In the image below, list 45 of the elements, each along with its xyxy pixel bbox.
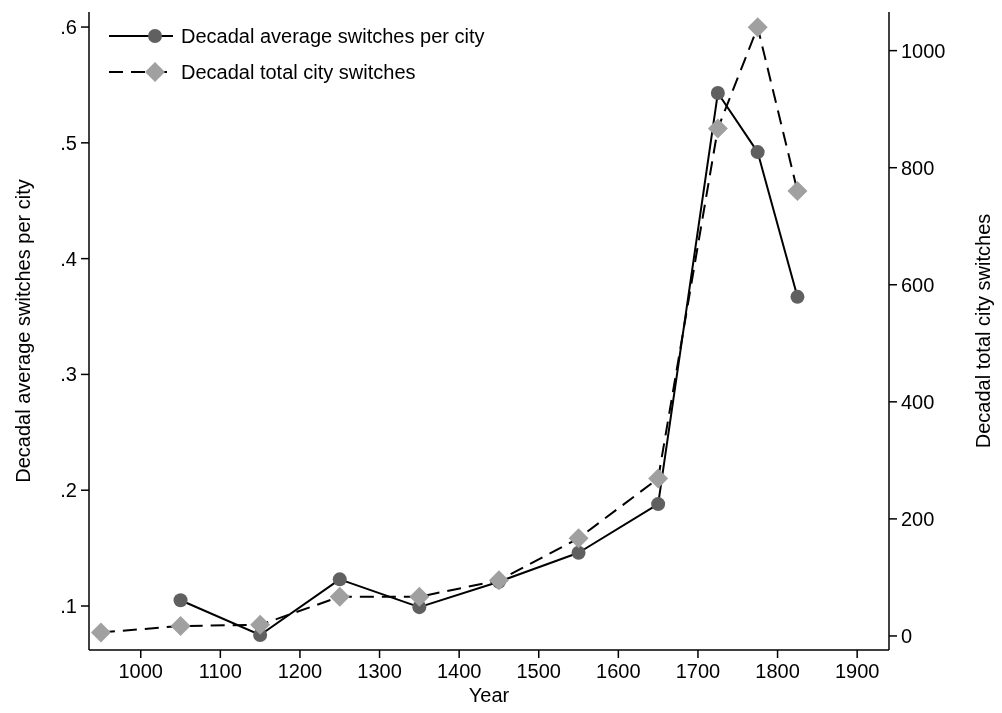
y-tick-label: .6: [60, 16, 77, 39]
point: [790, 289, 805, 304]
point: [747, 17, 768, 38]
x-tick-label: 1800: [755, 660, 800, 682]
point: [571, 545, 586, 560]
y2-tick-label: 800: [901, 156, 935, 179]
y-tick-label: .4: [60, 247, 77, 270]
x-tick-label: 1600: [596, 660, 641, 682]
y-tick-label: .1: [60, 595, 77, 617]
point: [173, 593, 188, 608]
legend-label: Decadal total city switches: [181, 61, 416, 83]
point: [90, 622, 111, 643]
x-axis-title: Year: [468, 684, 510, 706]
y-tick-label: .3: [60, 363, 77, 386]
point: [750, 145, 765, 160]
point: [707, 118, 728, 139]
point: [488, 570, 509, 591]
x-tick-label: 1400: [436, 660, 482, 682]
x-tick-label: 1100: [198, 660, 242, 682]
point: [409, 586, 430, 607]
x-tick-label: 1300: [357, 660, 402, 682]
point: [787, 181, 808, 202]
x-tick-label: 1200: [277, 660, 323, 682]
point: [710, 86, 725, 101]
y-axis-title: Decadal average switches per city: [12, 179, 34, 483]
x-tick-label: 1000: [118, 660, 163, 682]
point: [332, 572, 347, 587]
x-tick-label: 1500: [516, 660, 561, 682]
point: [568, 528, 589, 549]
y-tick-label: .2: [60, 479, 77, 502]
point: [170, 616, 191, 636]
y2-tick-label: 0: [901, 624, 913, 647]
y2-tick-label: 200: [901, 507, 935, 530]
point: [329, 586, 350, 607]
point: [651, 497, 666, 512]
x-tick-label: 1700: [675, 660, 721, 682]
y2-axis-title: Decadal total city switches: [972, 213, 994, 449]
y2-tick-label: 1000: [901, 39, 946, 62]
point: [648, 468, 669, 489]
y2-tick-label: 600: [901, 273, 935, 296]
legend-label: Decadal average switches per city: [181, 25, 485, 47]
point: [250, 614, 271, 635]
y-tick-label: .5: [60, 131, 77, 154]
y2-tick-label: 400: [901, 390, 935, 413]
x-tick-label: 1900: [834, 660, 880, 682]
